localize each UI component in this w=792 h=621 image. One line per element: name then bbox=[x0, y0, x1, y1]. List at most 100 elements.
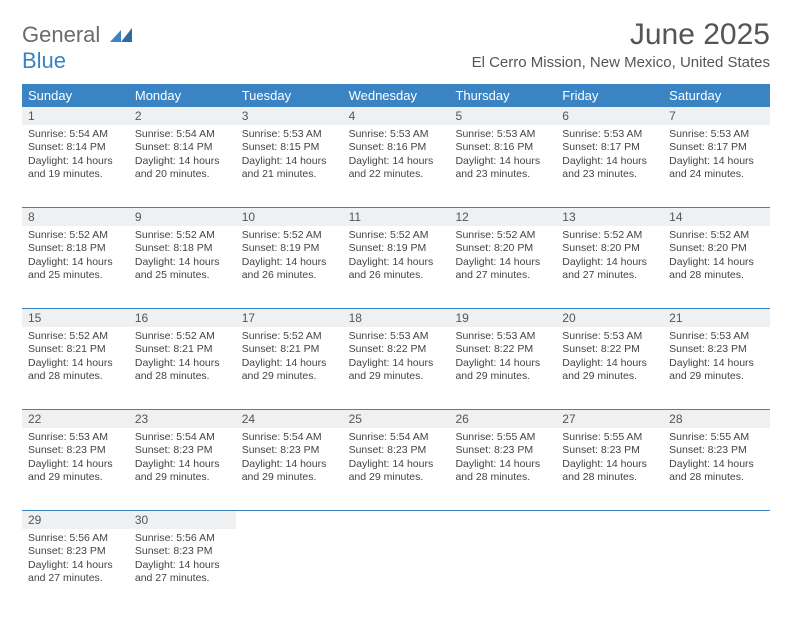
dl2-text: and 22 minutes. bbox=[349, 168, 444, 181]
day-number: 15 bbox=[22, 309, 129, 327]
day-number: 23 bbox=[129, 410, 236, 428]
dow-wednesday: Wednesday bbox=[343, 84, 450, 107]
dl1-text: Daylight: 14 hours bbox=[562, 155, 657, 168]
day-cell: Sunrise: 5:54 AMSunset: 8:14 PMDaylight:… bbox=[22, 125, 129, 207]
week-row: Sunrise: 5:56 AMSunset: 8:23 PMDaylight:… bbox=[22, 529, 770, 611]
sunrise-text: Sunrise: 5:55 AM bbox=[562, 431, 657, 444]
day-number: 1 bbox=[22, 107, 129, 125]
sunset-text: Sunset: 8:20 PM bbox=[562, 242, 657, 255]
sunset-text: Sunset: 8:19 PM bbox=[242, 242, 337, 255]
dl1-text: Daylight: 14 hours bbox=[28, 458, 123, 471]
day-number: 20 bbox=[556, 309, 663, 327]
day-cell: Sunrise: 5:54 AMSunset: 8:23 PMDaylight:… bbox=[129, 428, 236, 510]
dl2-text: and 29 minutes. bbox=[669, 370, 764, 383]
day-number: 12 bbox=[449, 208, 556, 226]
dl1-text: Daylight: 14 hours bbox=[242, 357, 337, 370]
week-row: Sunrise: 5:52 AMSunset: 8:21 PMDaylight:… bbox=[22, 327, 770, 409]
dl1-text: Daylight: 14 hours bbox=[455, 256, 550, 269]
day-cell: Sunrise: 5:52 AMSunset: 8:18 PMDaylight:… bbox=[129, 226, 236, 308]
day-number: 3 bbox=[236, 107, 343, 125]
day-cell: Sunrise: 5:53 AMSunset: 8:16 PMDaylight:… bbox=[449, 125, 556, 207]
dow-friday: Friday bbox=[556, 84, 663, 107]
sunset-text: Sunset: 8:18 PM bbox=[135, 242, 230, 255]
sunrise-text: Sunrise: 5:52 AM bbox=[562, 229, 657, 242]
logo-text: General Blue bbox=[22, 22, 132, 74]
dl2-text: and 25 minutes. bbox=[28, 269, 123, 282]
logo: General Blue bbox=[22, 18, 132, 74]
dl1-text: Daylight: 14 hours bbox=[562, 357, 657, 370]
sunrise-text: Sunrise: 5:55 AM bbox=[669, 431, 764, 444]
day-number bbox=[236, 511, 343, 529]
logo-line1: General bbox=[22, 22, 100, 47]
dl1-text: Daylight: 14 hours bbox=[669, 256, 764, 269]
sunset-text: Sunset: 8:23 PM bbox=[28, 444, 123, 457]
dl1-text: Daylight: 14 hours bbox=[349, 256, 444, 269]
dow-sunday: Sunday bbox=[22, 84, 129, 107]
day-number: 27 bbox=[556, 410, 663, 428]
sunrise-text: Sunrise: 5:54 AM bbox=[28, 128, 123, 141]
day-number: 19 bbox=[449, 309, 556, 327]
day-cell bbox=[449, 529, 556, 611]
sunset-text: Sunset: 8:16 PM bbox=[349, 141, 444, 154]
sunrise-text: Sunrise: 5:52 AM bbox=[28, 229, 123, 242]
day-number bbox=[663, 511, 770, 529]
dl1-text: Daylight: 14 hours bbox=[135, 559, 230, 572]
location-text: El Cerro Mission, New Mexico, United Sta… bbox=[472, 54, 770, 71]
day-cell bbox=[663, 529, 770, 611]
dl1-text: Daylight: 14 hours bbox=[349, 155, 444, 168]
day-cell: Sunrise: 5:54 AMSunset: 8:14 PMDaylight:… bbox=[129, 125, 236, 207]
dl1-text: Daylight: 14 hours bbox=[242, 458, 337, 471]
day-cell: Sunrise: 5:53 AMSunset: 8:15 PMDaylight:… bbox=[236, 125, 343, 207]
day-cell: Sunrise: 5:55 AMSunset: 8:23 PMDaylight:… bbox=[449, 428, 556, 510]
weeks-container: 1234567Sunrise: 5:54 AMSunset: 8:14 PMDa… bbox=[22, 107, 770, 611]
sunset-text: Sunset: 8:21 PM bbox=[135, 343, 230, 356]
dl2-text: and 19 minutes. bbox=[28, 168, 123, 181]
day-number-row: 15161718192021 bbox=[22, 308, 770, 327]
sunrise-text: Sunrise: 5:56 AM bbox=[28, 532, 123, 545]
day-number: 13 bbox=[556, 208, 663, 226]
dow-thursday: Thursday bbox=[449, 84, 556, 107]
dl2-text: and 29 minutes. bbox=[242, 471, 337, 484]
dl2-text: and 29 minutes. bbox=[242, 370, 337, 383]
day-cell: Sunrise: 5:53 AMSunset: 8:16 PMDaylight:… bbox=[343, 125, 450, 207]
dl1-text: Daylight: 14 hours bbox=[455, 458, 550, 471]
day-number: 29 bbox=[22, 511, 129, 529]
sunset-text: Sunset: 8:22 PM bbox=[562, 343, 657, 356]
day-number-row: 2930 bbox=[22, 510, 770, 529]
sunset-text: Sunset: 8:23 PM bbox=[242, 444, 337, 457]
sunset-text: Sunset: 8:18 PM bbox=[28, 242, 123, 255]
calendar-grid: Sunday Monday Tuesday Wednesday Thursday… bbox=[22, 84, 770, 611]
sunrise-text: Sunrise: 5:53 AM bbox=[242, 128, 337, 141]
sunrise-text: Sunrise: 5:54 AM bbox=[135, 431, 230, 444]
calendar-page: General Blue June 2025 El Cerro Mission,… bbox=[0, 0, 792, 621]
dl1-text: Daylight: 14 hours bbox=[349, 458, 444, 471]
sunset-text: Sunset: 8:17 PM bbox=[562, 141, 657, 154]
dl2-text: and 29 minutes. bbox=[28, 471, 123, 484]
day-cell bbox=[236, 529, 343, 611]
day-number: 22 bbox=[22, 410, 129, 428]
day-number: 4 bbox=[343, 107, 450, 125]
sunrise-text: Sunrise: 5:52 AM bbox=[349, 229, 444, 242]
day-number: 30 bbox=[129, 511, 236, 529]
sunset-text: Sunset: 8:20 PM bbox=[669, 242, 764, 255]
sunrise-text: Sunrise: 5:53 AM bbox=[349, 330, 444, 343]
day-cell: Sunrise: 5:52 AMSunset: 8:20 PMDaylight:… bbox=[663, 226, 770, 308]
day-cell: Sunrise: 5:56 AMSunset: 8:23 PMDaylight:… bbox=[22, 529, 129, 611]
dl2-text: and 29 minutes. bbox=[349, 370, 444, 383]
day-number: 8 bbox=[22, 208, 129, 226]
sunset-text: Sunset: 8:14 PM bbox=[135, 141, 230, 154]
day-number: 17 bbox=[236, 309, 343, 327]
day-number-row: 1234567 bbox=[22, 107, 770, 125]
day-cell: Sunrise: 5:56 AMSunset: 8:23 PMDaylight:… bbox=[129, 529, 236, 611]
dl2-text: and 20 minutes. bbox=[135, 168, 230, 181]
dl2-text: and 27 minutes. bbox=[28, 572, 123, 585]
sunset-text: Sunset: 8:21 PM bbox=[28, 343, 123, 356]
dow-monday: Monday bbox=[129, 84, 236, 107]
dl2-text: and 26 minutes. bbox=[349, 269, 444, 282]
week-row: Sunrise: 5:52 AMSunset: 8:18 PMDaylight:… bbox=[22, 226, 770, 308]
day-cell: Sunrise: 5:52 AMSunset: 8:20 PMDaylight:… bbox=[556, 226, 663, 308]
day-number: 28 bbox=[663, 410, 770, 428]
sunrise-text: Sunrise: 5:55 AM bbox=[455, 431, 550, 444]
day-number-row: 22232425262728 bbox=[22, 409, 770, 428]
day-number: 2 bbox=[129, 107, 236, 125]
